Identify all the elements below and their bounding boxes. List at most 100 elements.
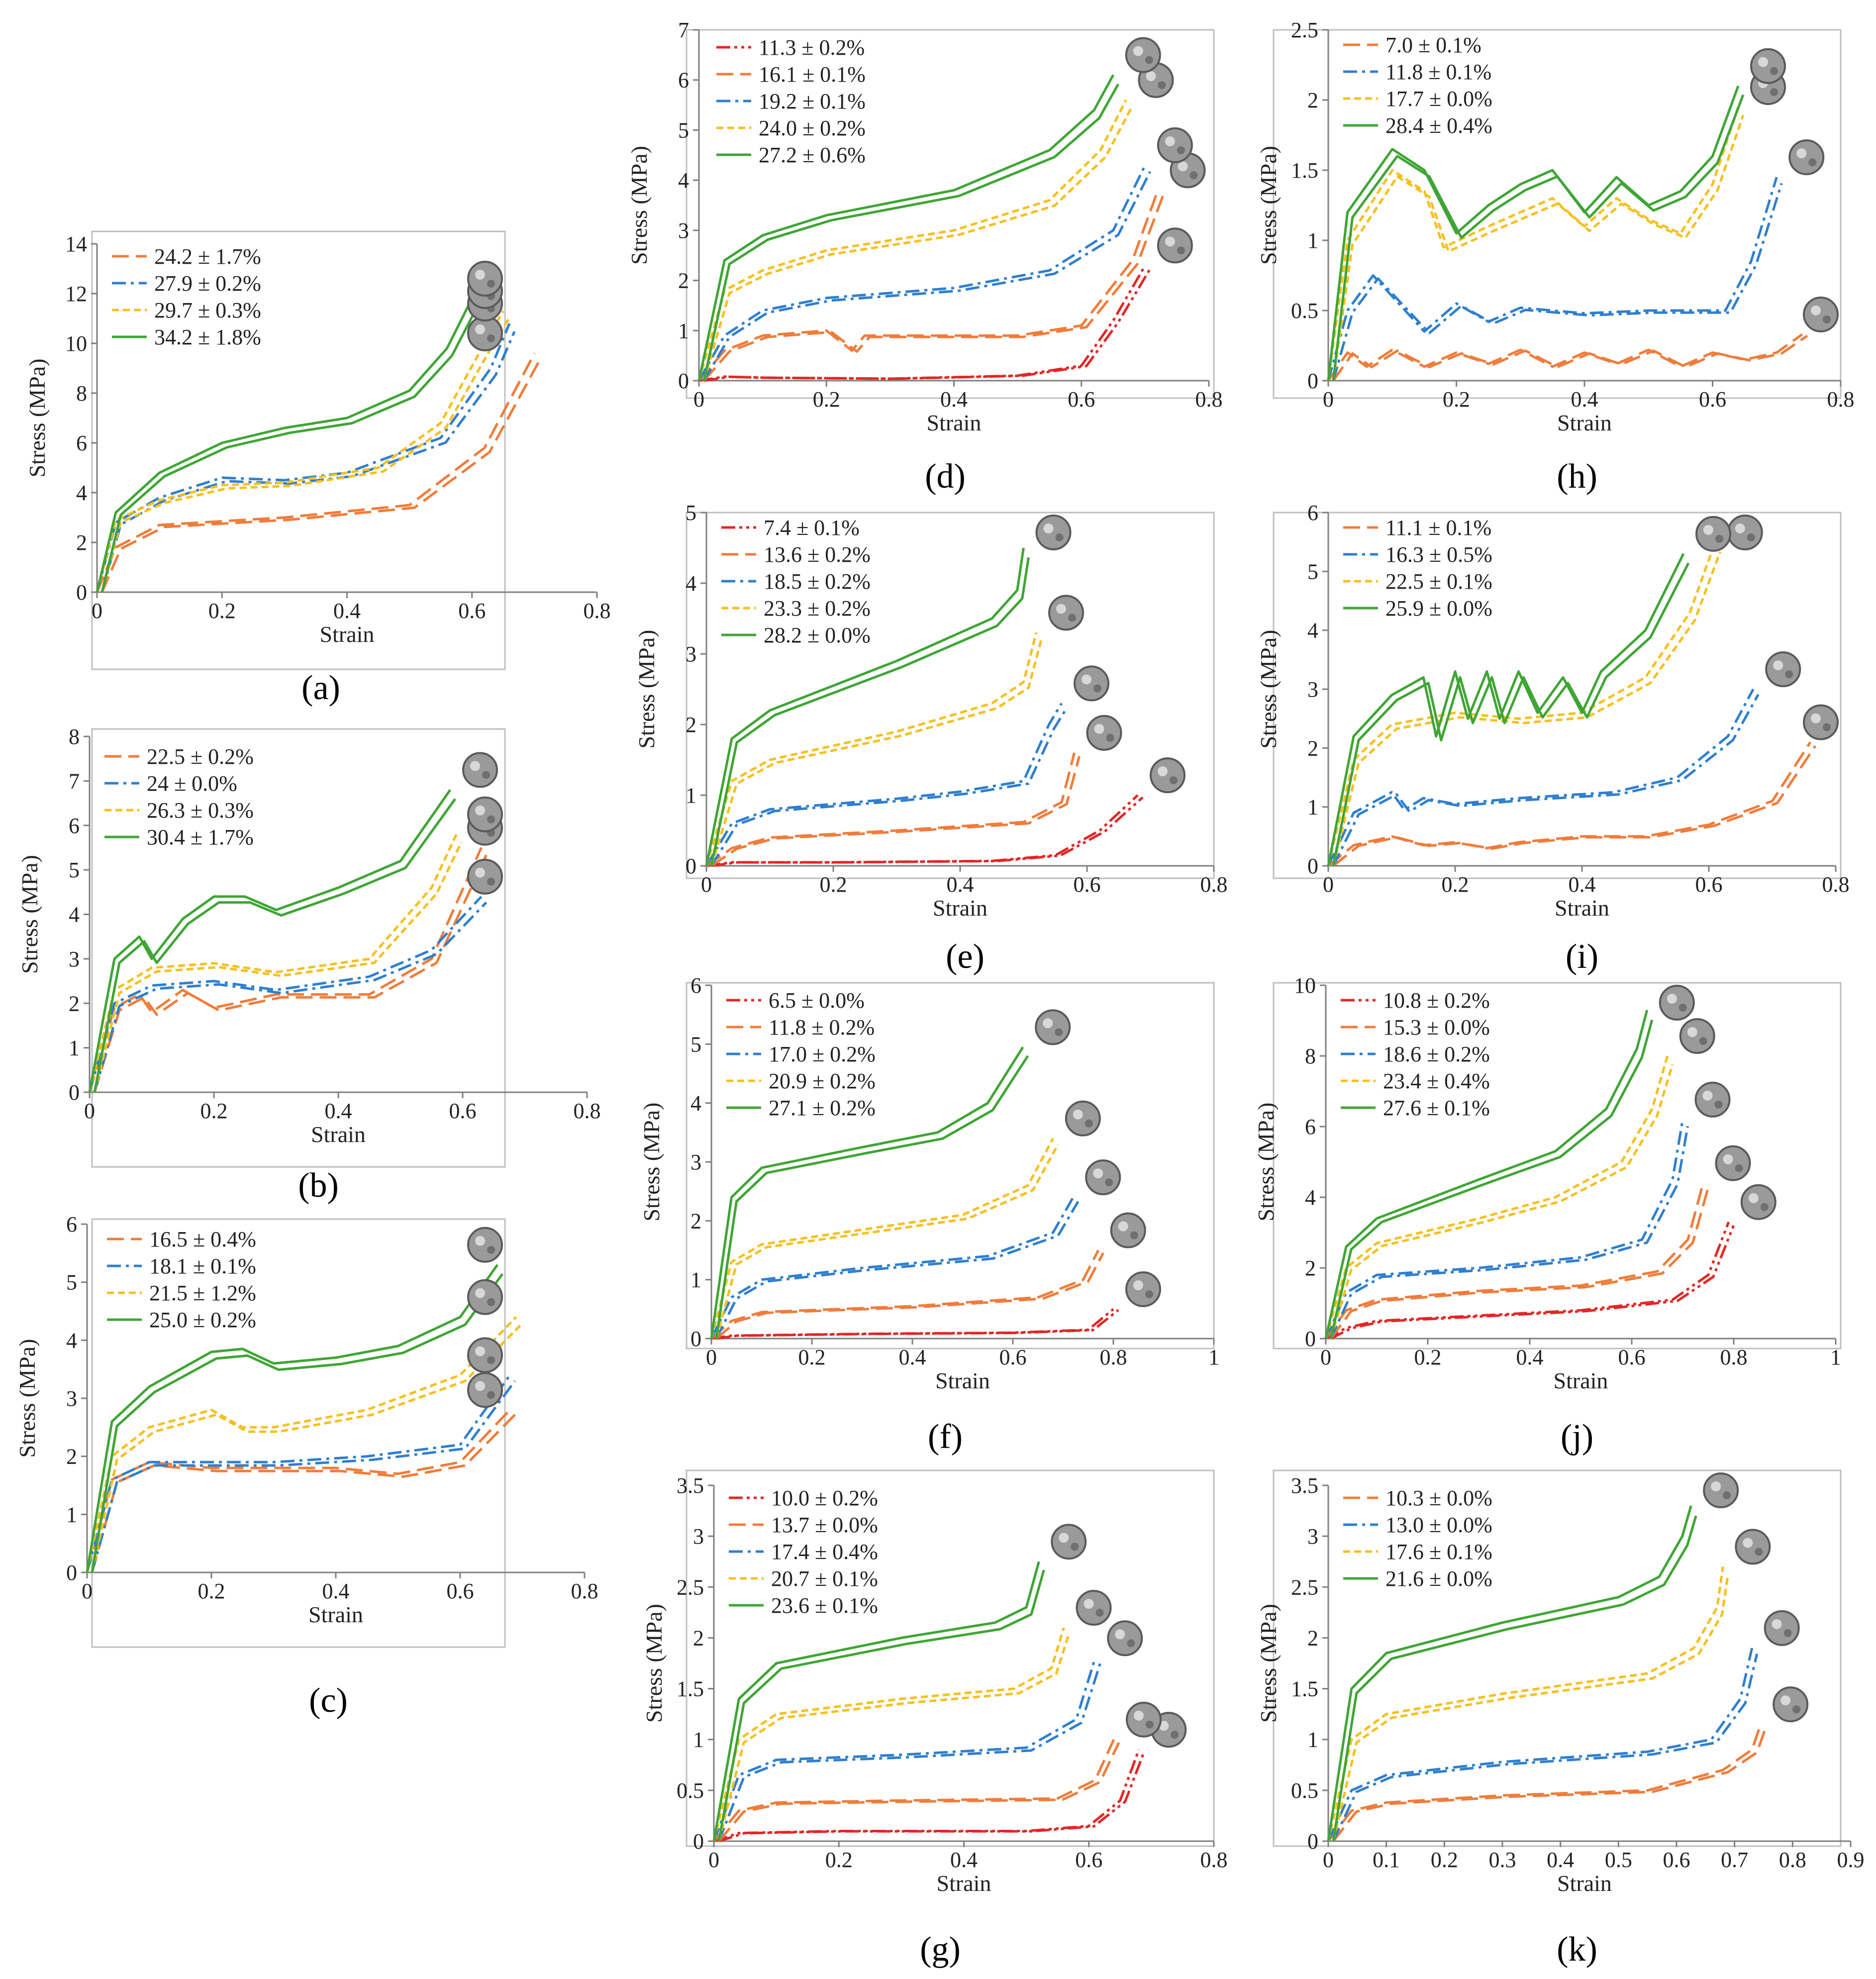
chart-panel-g: 0 0.2 0.4 0.6 0.8 0 0.5 1 1.5 2 2.5 3 3.5 Strain Stres… [641,1469,1228,1969]
y-tick-label: 5 [678,118,689,142]
y-axis-label: Stress (MPa) [634,630,659,749]
series-line-27-2-0-6 [697,74,1114,381]
lattice-cell-icon [1110,1212,1146,1249]
series-line-11-3-0-2 [703,268,1152,382]
x-tick-label: 0.2 [200,1099,228,1123]
series-line-24-2-1-7 [96,352,536,593]
y-tick-label: 6 [69,814,80,838]
x-tick-label: 0.2 [1443,387,1470,412]
legend-entry: 20.9 ± 0.2% [769,1069,876,1093]
y-tick-label: 1.5 [1291,158,1318,183]
series-line-10-3-0-0 [1332,1727,1767,1842]
lattice-cell-icon [467,1337,503,1373]
y-axis-label: Stress (MPa) [626,146,652,265]
x-tick-label: 0.4 [325,1099,352,1123]
y-tick-label: 1 [686,783,696,808]
y-tick-label: 3 [1307,1524,1318,1549]
x-axis-label: Strain [933,895,987,921]
chart-frame [686,29,1215,399]
y-tick-label: 5 [69,858,80,882]
x-tick-label: 0.8 [1200,872,1228,897]
panel-caption: (d) [925,457,966,496]
series-line-23-4-0-4 [1324,1055,1669,1339]
series-line-27-2-0-6 [702,83,1119,381]
x-tick-label: 0.8 [1100,1345,1127,1369]
series-line-21-5-1-2 [86,1316,517,1573]
series-line-20-9-0-2 [710,1138,1055,1339]
lattice-cell-icon [467,261,503,297]
chart-frame [91,1218,506,1648]
lattice-cell-icon [1126,1701,1162,1738]
x-tick-label: 1 [1830,1345,1841,1369]
x-tick-label: 0.2 [820,872,847,897]
legend-entry: 22.5 ± 0.1% [1385,569,1492,594]
series-line-30-4-1-7 [93,798,457,1093]
series-line-19-2-0-1 [697,164,1147,382]
series-line-7-0-0-1 [1327,333,1803,382]
panel-caption: (c) [309,1681,348,1720]
series-line-10-3-0-0 [1327,1724,1762,1842]
series-line-34-2-1-8 [100,307,478,593]
lattice-cell-icon [1035,515,1072,550]
series-line-10-0-0-2 [718,1752,1145,1843]
panel-caption: (b) [298,1166,339,1205]
series-line-16-1-0-1 [698,190,1159,382]
lattice-cell-icon [1679,1018,1715,1054]
series-line-24-2-1-7 [100,360,541,593]
series-line-26-3-0-3 [88,833,458,1093]
series-line-13-7-0-0 [713,1739,1115,1842]
legend-entry: 24.2 ± 1.7% [154,244,261,269]
y-tick-label: 3.5 [1291,1473,1318,1498]
y-tick-label: 2 [1305,1256,1316,1280]
y-tick-label: 0.5 [677,1778,704,1803]
x-axis-label: Strain [1555,895,1609,921]
x-tick-label: 0.1 [1373,1848,1400,1872]
lattice-cell-icon [1765,651,1801,687]
lattice-cell-icon [1695,516,1731,552]
x-tick-label: 0 [82,1579,93,1603]
y-tick-label: 8 [69,725,80,749]
series-line-29-7-0-3 [96,310,504,593]
x-tick-label: 0.4 [1516,1345,1544,1369]
legend-entry: 21.6 ± 0.0% [1385,1566,1492,1591]
series-line-27-6-0-1 [1329,1019,1654,1339]
legend-entry: 23.4 ± 0.4% [1383,1069,1490,1093]
series-line-11-3-0-2 [698,265,1147,382]
legend-entry: 13.0 ± 0.0% [1385,1513,1492,1537]
legend-entry: 18.1 ± 0.1% [149,1254,256,1278]
x-tick-label: 0.8 [1200,1848,1228,1872]
lattice-cell-icon [1125,1271,1161,1307]
legend-entry: 27.1 ± 0.2% [769,1096,876,1120]
y-tick-label: 6 [1305,1115,1316,1139]
series-line-7-0-0-1 [1332,334,1808,382]
y-tick-label: 12 [65,282,87,306]
series-line-13-6-0-2 [705,752,1076,867]
series-line-27-6-0-1 [1324,1010,1649,1339]
series-line-13-6-0-2 [710,755,1081,867]
x-axis-label: Strain [311,1122,366,1147]
series-line-23-6-0-1 [712,1561,1040,1842]
y-tick-label: 1 [69,1036,80,1060]
series-line-10-8-0-2 [1330,1225,1735,1340]
x-tick-label: 0.8 [1822,872,1850,897]
series-line-19-2-0-1 [702,171,1152,382]
y-tick-label: 3 [66,1386,77,1411]
y-tick-label: 4 [691,1091,701,1116]
lattice-cell-icon [1788,139,1825,176]
x-axis-label: Strain [320,622,375,647]
x-tick-label: 0.8 [574,1099,601,1123]
lattice-cell-icon [1065,1100,1101,1137]
legend-entry: 23.3 ± 0.2% [764,596,871,621]
y-tick-label: 1 [678,318,689,343]
series-line-24-0-0 [93,901,488,1093]
legend-entry: 17.6 ± 0.1% [1385,1540,1492,1564]
series-line-21-6-0-0 [1332,1515,1697,1842]
lattice-cell-icon [1659,985,1695,1021]
y-tick-label: 6 [76,431,87,455]
y-axis-label: Stress (MPa) [1256,630,1281,749]
x-tick-label: 0.4 [1547,1848,1574,1872]
x-tick-label: 0.2 [198,1579,225,1603]
chart-panel-b: 0 0.2 0.4 0.6 0.8 0 1 2 3 4 5 6 7 8 Strain Stress (MPa)… [17,725,601,1205]
series-line-27-1-0-2 [715,1055,1029,1339]
